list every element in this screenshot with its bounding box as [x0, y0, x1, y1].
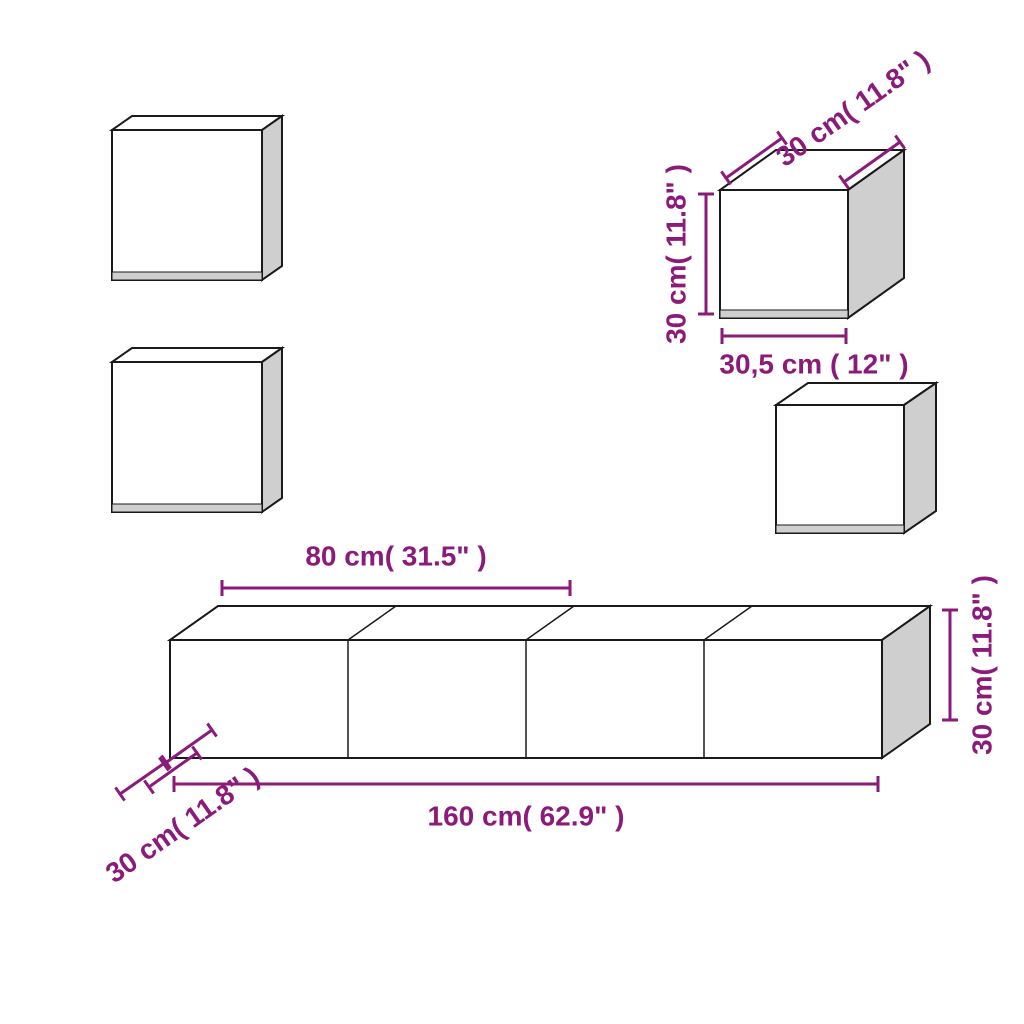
dim-unit-half: 80 cm( 31.5" )	[305, 540, 486, 571]
dim-unit-height: 30 cm( 11.8" )	[966, 575, 997, 755]
dim-unit-depth: 30 cm( 11.8" )	[100, 760, 265, 889]
diagram-canvas: 30 cm( 11.8" ) 30 cm( 11.8" ) 30,5 cm ( 12…	[0, 0, 1024, 1024]
dim-unit-full: 160 cm( 62.9" )	[428, 800, 625, 831]
dim-cube-width: 30,5 cm ( 12" )	[719, 348, 908, 379]
dim-cube-height: 30 cm( 11.8" )	[660, 164, 691, 344]
